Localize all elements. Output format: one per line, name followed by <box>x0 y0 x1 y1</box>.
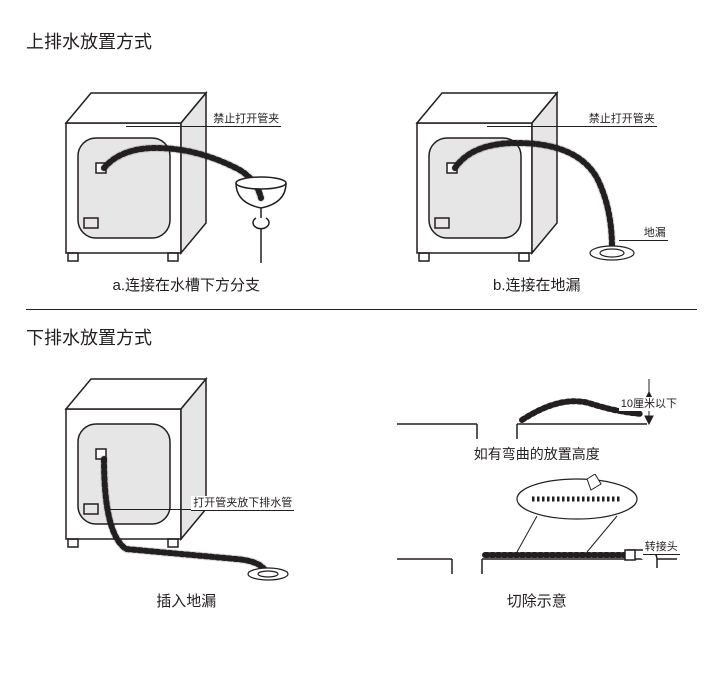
figure-b-leader-2 <box>619 240 644 241</box>
section-b-row: 打开管夹放下排水管 插入地漏 <box>20 364 703 611</box>
figure-d-caption-top: 如有弯曲的放置高度 <box>387 444 687 464</box>
figure-c-diagram: 打开管夹放下排水管 <box>36 364 336 584</box>
figure-a-leader <box>126 126 211 127</box>
figure-c-panel: 打开管夹放下排水管 插入地漏 <box>26 364 347 611</box>
figure-a-diagram: 禁止打开管夹 <box>36 68 336 268</box>
figure-a-panel: 禁止打开管夹 a.连接在水槽下方分支 <box>26 68 347 295</box>
figure-b-leader-1 <box>487 126 587 127</box>
figure-d-diagram: 10厘米以下 如有弯曲的放置高度 <box>387 364 687 584</box>
figure-d-panel: 10厘米以下 如有弯曲的放置高度 <box>377 364 698 611</box>
section-a-row: 禁止打开管夹 a.连接在水槽下方分支 <box>20 68 703 295</box>
section-divider <box>26 309 697 310</box>
figure-c-caption: 插入地漏 <box>156 590 216 611</box>
section-a-title: 上排水放置方式 <box>26 28 703 54</box>
figure-b-panel: 禁止打开管夹 /*noop to keep structure*/ 地漏 b.连… <box>377 68 698 295</box>
section-b-title: 下排水放置方式 <box>26 324 703 350</box>
figure-c-callout: 打开管夹放下排水管 <box>191 496 294 511</box>
figure-b-diagram: 禁止打开管夹 /*noop to keep structure*/ 地漏 <box>387 68 687 268</box>
figure-d-callout-height: 10厘米以下 <box>619 397 679 411</box>
figure-b-callout-2: 地漏 <box>642 226 668 241</box>
figure-b-caption: b.连接在地漏 <box>493 274 581 295</box>
figure-d-callout-adapter: 转接头 <box>643 540 680 555</box>
figure-a-caption: a.连接在水槽下方分支 <box>112 274 260 295</box>
figure-b-callout-1: 禁止打开管夹 <box>587 112 657 127</box>
figure-a-callout: 禁止打开管夹 <box>211 112 281 127</box>
figure-d-caption-bottom: 切除示意 <box>507 590 567 611</box>
figure-c-leader <box>108 509 191 510</box>
